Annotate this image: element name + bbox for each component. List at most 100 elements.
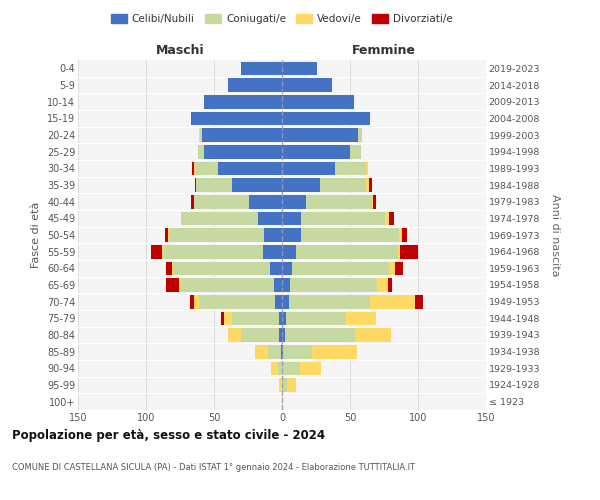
Bar [282,212,301,225]
Bar [301,228,399,242]
Bar [389,262,395,275]
Bar [282,378,287,392]
Bar [221,312,224,325]
Bar [369,178,372,192]
Bar [385,212,389,225]
Bar [165,228,168,242]
Bar [275,295,282,308]
Bar [202,128,282,142]
Text: Popolazione per età, sesso e stato civile - 2024: Popolazione per età, sesso e stato civil… [12,430,325,442]
Bar [168,228,169,242]
Bar [282,195,307,208]
Bar [282,228,301,242]
Bar [268,345,281,358]
Bar [279,328,282,342]
Bar [224,312,232,325]
Bar [282,78,332,92]
Bar [191,112,282,125]
Bar [282,328,285,342]
Bar [164,245,263,258]
Bar [278,362,282,375]
Bar [199,128,200,142]
Bar [377,278,388,292]
Bar [398,245,400,258]
Text: COMUNE DI CASTELLANA SICULA (PA) - Dati ISTAT 1° gennaio 2024 - Elaborazione TUT: COMUNE DI CASTELLANA SICULA (PA) - Dati … [12,464,415,472]
Bar [350,145,361,158]
Bar [282,262,292,275]
Bar [282,145,350,158]
Bar [299,362,322,375]
Bar [194,162,195,175]
Bar [312,345,357,358]
Bar [372,195,373,208]
Bar [307,195,372,208]
Bar [195,178,196,192]
Bar [335,162,367,175]
Bar [227,78,282,92]
Bar [282,278,290,292]
Bar [279,312,282,325]
Bar [282,245,296,258]
Bar [172,262,173,275]
Bar [358,128,362,142]
Bar [282,395,283,408]
Bar [196,178,232,192]
Bar [190,295,194,308]
Bar [241,62,282,75]
Bar [191,195,194,208]
Bar [282,178,320,192]
Bar [373,195,376,208]
Bar [279,378,282,392]
Bar [281,345,282,358]
Bar [282,128,358,142]
Bar [173,262,270,275]
Bar [346,312,376,325]
Bar [289,295,370,308]
Bar [179,278,181,292]
Bar [287,378,296,392]
Bar [355,328,391,342]
Bar [285,328,355,342]
Bar [282,112,370,125]
Bar [241,328,279,342]
Bar [181,278,274,292]
Bar [255,345,268,358]
Bar [400,245,418,258]
Bar [194,295,199,308]
Bar [282,95,354,108]
Bar [181,212,257,225]
Bar [282,295,289,308]
Bar [401,228,407,242]
Bar [290,278,377,292]
Bar [367,178,369,192]
Bar [399,228,401,242]
Bar [292,262,389,275]
Bar [282,362,299,375]
Bar [265,228,282,242]
Bar [194,195,250,208]
Bar [282,162,335,175]
Bar [296,245,398,258]
Bar [389,212,394,225]
Bar [200,128,202,142]
Bar [388,278,392,292]
Bar [163,245,164,258]
Bar [271,362,278,375]
Bar [232,312,279,325]
Text: Femmine: Femmine [352,44,416,57]
Bar [282,312,286,325]
Bar [270,262,282,275]
Bar [227,328,241,342]
Bar [218,162,282,175]
Bar [205,145,282,158]
Y-axis label: Fasce di età: Fasce di età [31,202,41,268]
Bar [282,62,317,75]
Bar [151,245,163,258]
Bar [263,245,282,258]
Bar [395,262,403,275]
Bar [370,295,415,308]
Bar [274,278,282,292]
Y-axis label: Anni di nascita: Anni di nascita [550,194,560,276]
Bar [282,345,283,358]
Bar [199,295,275,308]
